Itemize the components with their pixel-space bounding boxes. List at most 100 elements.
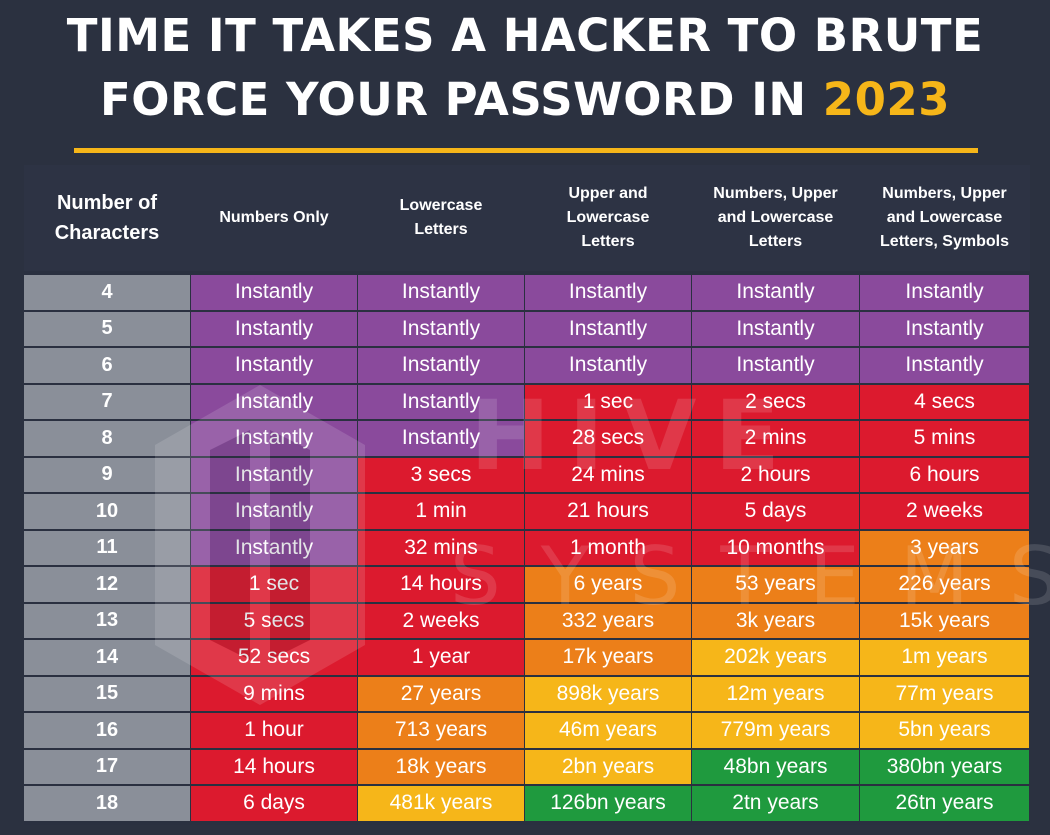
time-cell: Instantly: [191, 275, 357, 310]
time-cell: 1 hour: [191, 713, 357, 748]
time-cell: 6 hours: [860, 457, 1029, 492]
character-count-cell: 6: [24, 348, 190, 383]
column-header-line: and Lowercase: [717, 209, 834, 226]
time-cell: 2 weeks: [358, 603, 524, 638]
time-cell: 713 years: [358, 713, 524, 748]
column-header-3: Upper and Lowercase Letters: [525, 165, 691, 271]
table-row: 7 Instantly Instantly 1 sec 2 secs 4 secs: [24, 384, 1030, 422]
time-cell: 53 years: [692, 567, 859, 602]
column-header-5: Numbers, Upper and Lowercase Letters, Symb…: [860, 165, 1029, 271]
time-cell: Instantly: [191, 494, 357, 529]
table-row: 15 9 mins 27 years 898k years 12m years 77m y…: [24, 676, 1030, 714]
column-header-line: Letters: [581, 233, 635, 250]
table-row: 17 14 hours 18k years 2bn years 48bn years 38…: [24, 749, 1030, 787]
time-cell: 46m years: [525, 713, 691, 748]
character-count-cell: 12: [24, 567, 190, 602]
time-cell: 6 years: [525, 567, 691, 602]
time-cell: 1 year: [358, 640, 524, 675]
table-row: 8 Instantly Instantly 28 secs 2 mins 5 mins: [24, 421, 1030, 458]
time-cell: Instantly: [525, 348, 691, 383]
character-count-cell: 4: [24, 275, 190, 310]
time-cell: 1 min: [358, 494, 524, 529]
time-cell: Instantly: [692, 311, 859, 346]
character-count-cell: 9: [24, 457, 190, 492]
table-row: 4 Instantly Instantly Instantly Instantly Ins…: [24, 275, 1030, 312]
character-count-cell: 11: [24, 530, 190, 565]
time-cell: Instantly: [358, 311, 524, 346]
table-row: 12 1 sec 14 hours 6 years 53 years 226 years: [24, 567, 1030, 604]
time-cell: 14 hours: [191, 749, 357, 784]
time-cell: 226 years: [860, 567, 1029, 602]
column-header-1: Numbers Only: [191, 165, 357, 271]
time-cell: 3 secs: [358, 457, 524, 492]
column-header-4: Numbers, Upper and Lowercase Letters: [692, 165, 859, 271]
time-cell: 6 days: [191, 786, 357, 821]
time-cell: Instantly: [860, 348, 1029, 383]
time-cell: Instantly: [860, 311, 1029, 346]
time-cell: 10 months: [692, 530, 859, 565]
title-underline: [74, 148, 978, 153]
table-row: 16 1 hour 713 years 46m years 779m years 5bn …: [24, 713, 1030, 750]
time-cell: 332 years: [525, 603, 691, 638]
time-cell: Instantly: [525, 311, 691, 346]
time-cell: 14 hours: [358, 567, 524, 602]
time-cell: Instantly: [358, 384, 524, 419]
character-count-cell: 10: [24, 494, 190, 529]
time-cell: 779m years: [692, 713, 859, 748]
title-line-2-prefix: FORCE YOUR PASSWORD IN: [99, 73, 823, 126]
time-cell: 2bn years: [525, 749, 691, 784]
time-cell: 5 mins: [860, 421, 1029, 456]
time-cell: 12m years: [692, 676, 859, 711]
column-header-line: and Lowercase: [886, 209, 1003, 226]
time-cell: Instantly: [191, 530, 357, 565]
time-cell: 1 sec: [525, 384, 691, 419]
time-cell: 24 mins: [525, 457, 691, 492]
time-cell: 26tn years: [860, 786, 1029, 821]
time-cell: 1 month: [525, 530, 691, 565]
time-cell: 1m years: [860, 640, 1029, 675]
table-row: 13 5 secs 2 weeks 332 years 3k years 15k year…: [24, 603, 1030, 641]
time-cell: 380bn years: [860, 749, 1029, 784]
time-cell: Instantly: [358, 421, 524, 456]
table-header: Number of Characters Numbers Only Lowercase…: [24, 165, 1030, 271]
table-row: 9 Instantly 3 secs 24 mins 2 hours 6 hours: [24, 457, 1030, 495]
time-cell: Instantly: [191, 348, 357, 383]
column-header-line: Upper and: [568, 185, 648, 202]
character-count-cell: 16: [24, 713, 190, 748]
time-cell: Instantly: [525, 275, 691, 310]
column-header-line: Letters: [414, 221, 468, 238]
time-cell: Instantly: [191, 311, 357, 346]
column-header-line: Numbers, Upper: [882, 185, 1007, 202]
column-header-2: Lowercase Letters: [358, 165, 524, 271]
character-count-cell: 14: [24, 640, 190, 675]
column-header-line: Characters: [54, 222, 160, 244]
time-cell: 898k years: [525, 676, 691, 711]
column-header-line: Letters, Symbols: [880, 233, 1009, 250]
time-cell: 32 mins: [358, 530, 524, 565]
time-cell: Instantly: [191, 457, 357, 492]
time-cell: 17k years: [525, 640, 691, 675]
time-cell: 27 years: [358, 676, 524, 711]
time-cell: 5 secs: [191, 603, 357, 638]
column-header-line: Numbers Only: [219, 209, 329, 226]
time-cell: 5bn years: [860, 713, 1029, 748]
time-cell: Instantly: [191, 384, 357, 419]
page-title: TIME IT TAKES A HACKER TO BRUTE FORCE YO…: [0, 4, 1050, 132]
time-cell: Instantly: [358, 275, 524, 310]
character-count-cell: 5: [24, 311, 190, 346]
table-row: 10 Instantly 1 min 21 hours 5 days 2 weeks: [24, 494, 1030, 531]
character-count-cell: 17: [24, 749, 190, 784]
time-cell: 52 secs: [191, 640, 357, 675]
column-header-line: Lowercase: [566, 209, 650, 226]
time-cell: 3 years: [860, 530, 1029, 565]
column-header-line: Number of: [56, 192, 157, 214]
time-cell: 481k years: [358, 786, 524, 821]
table-row: 11 Instantly 32 mins 1 month 10 months 3 year…: [24, 530, 1030, 568]
time-cell: 48bn years: [692, 749, 859, 784]
time-cell: 18k years: [358, 749, 524, 784]
character-count-cell: 13: [24, 603, 190, 638]
time-cell: 2 mins: [692, 421, 859, 456]
time-cell: 2 hours: [692, 457, 859, 492]
time-cell: 1 sec: [191, 567, 357, 602]
time-cell: 2 weeks: [860, 494, 1029, 529]
